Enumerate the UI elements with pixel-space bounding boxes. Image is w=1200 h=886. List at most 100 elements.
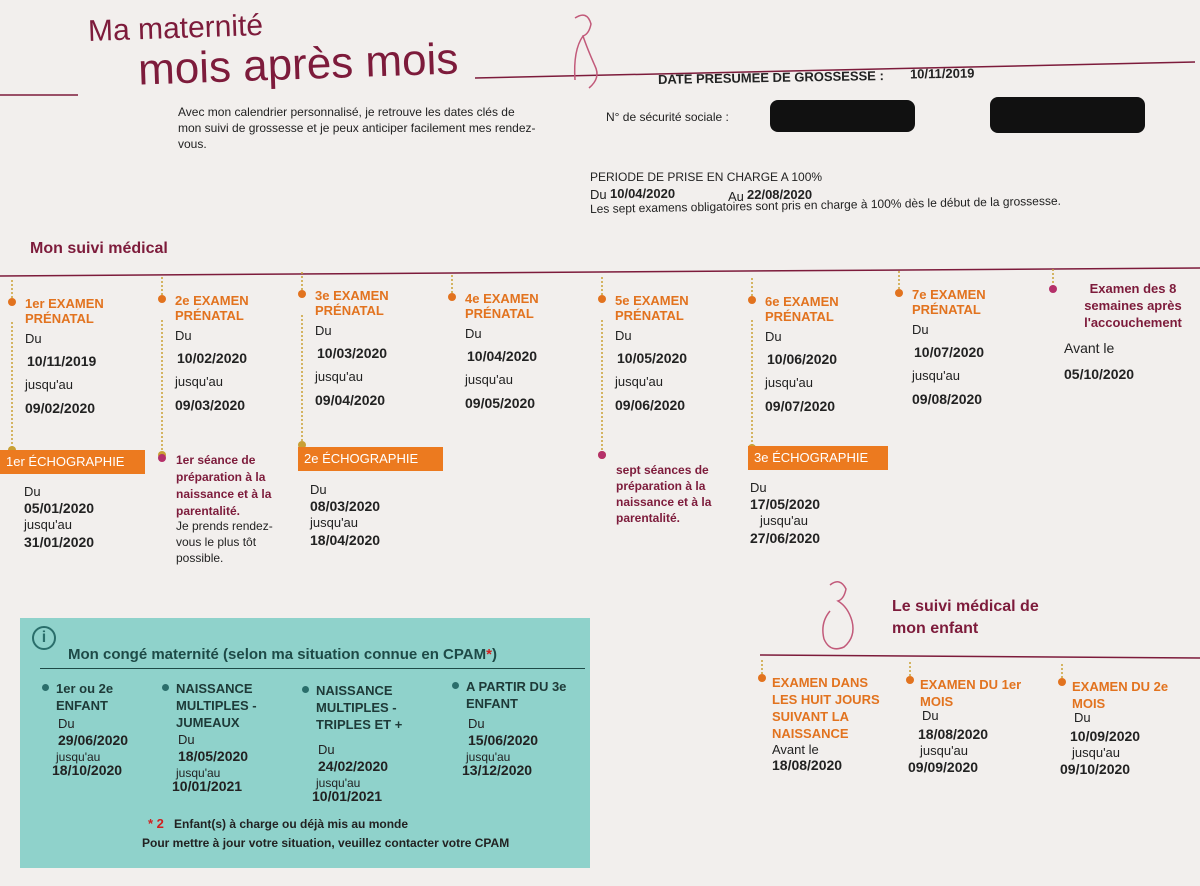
exam-name: 3e EXAMEN PRÉNATAL <box>315 288 389 318</box>
to-date: 09/08/2020 <box>912 391 983 407</box>
to-label: jusqu'au <box>316 776 361 790</box>
due-date: 10/11/2019 <box>909 65 975 82</box>
to-date: 27/06/2020 <box>750 530 821 546</box>
bullet <box>158 454 166 462</box>
from-label: Du <box>765 329 782 344</box>
coverage-to-label: Au <box>728 189 744 204</box>
to-label: jusqu'au <box>465 372 514 387</box>
from-date: 18/05/2020 <box>178 748 249 764</box>
exam-name: 5e EXAMEN PRÉNATAL <box>615 293 689 323</box>
footnote-mark: * 2 <box>148 816 164 831</box>
bullet <box>598 451 606 459</box>
leave-item-name: 1er ou 2e ENFANT <box>56 681 114 713</box>
from-label: Du <box>58 716 75 731</box>
to-date: 09/07/2020 <box>765 398 836 414</box>
bullet <box>452 682 459 689</box>
from-label: Du <box>178 732 195 747</box>
before-date: 18/08/2020 <box>772 757 843 773</box>
to-label: jusqu'au <box>176 766 221 780</box>
to-label: jusqu'au <box>315 369 364 384</box>
to-label: jusqu'au <box>24 517 73 532</box>
from-date: 24/02/2020 <box>318 758 389 774</box>
from-date: 15/06/2020 <box>468 732 539 748</box>
to-label: jusqu'au <box>920 743 969 758</box>
from-label: Du <box>615 328 632 343</box>
from-label: Du <box>318 742 335 757</box>
title-end: ) <box>491 646 497 663</box>
child-exam-name: EXAMEN DU 2e MOIS <box>1072 679 1169 711</box>
preparation-note: Je prends rendez-vous le plus tôt possib… <box>176 519 273 565</box>
to-date: 10/01/2021 <box>172 778 243 794</box>
postnatal-date: 05/10/2020 <box>1064 366 1135 382</box>
exam-name: 1er EXAMEN PRÉNATAL <box>25 296 104 326</box>
to-date: 09/05/2020 <box>465 395 536 411</box>
exam-name: 2e EXAMEN PRÉNATAL <box>175 293 249 323</box>
child-exam-name: EXAMEN DANS LES HUIT JOURS SUIVANT LA NA… <box>772 675 880 741</box>
before-label: Avant le <box>772 742 819 757</box>
from-label: Du <box>315 323 332 338</box>
leave-item-name: NAISSANCE MULTIPLES - JUMEAUX <box>176 681 257 730</box>
from-label: Du <box>922 708 939 723</box>
leave-item-name: A PARTIR DU 3e ENFANT <box>466 679 567 711</box>
from-label: Du <box>25 331 42 346</box>
to-date: 10/01/2021 <box>312 788 383 804</box>
to-label: jusqu'au <box>25 377 74 392</box>
from-date: 10/11/2019 <box>27 353 97 369</box>
intro: Avec mon calendrier personnalisé, je ret… <box>178 105 536 151</box>
to-date: 09/04/2020 <box>315 392 386 408</box>
postnatal-before-label: Avant le <box>1064 340 1115 356</box>
to-label: jusqu'au <box>466 750 511 764</box>
coverage-from: 10/04/2020 <box>610 186 676 201</box>
to-date: 09/06/2020 <box>615 397 686 413</box>
from-label: Du <box>1074 710 1091 725</box>
from-label: Du <box>750 480 767 495</box>
from-label: Du <box>175 328 192 343</box>
echography-badge: 1er ÉCHOGRAPHIE <box>0 450 145 474</box>
from-label: Du <box>24 484 41 499</box>
to-label: jusqu'au <box>1072 745 1121 760</box>
from-label: Du <box>912 322 929 337</box>
to-date: 09/10/2020 <box>1060 761 1131 777</box>
divider <box>40 668 585 669</box>
contact: Pour mettre à jour votre situation, veui… <box>142 836 510 850</box>
bullet <box>448 293 456 301</box>
coverage-title: PERIODE DE PRISE EN CHARGE A 100% <box>590 170 823 184</box>
coverage-from-label: Du <box>590 187 607 202</box>
exam-name: 6e EXAMEN PRÉNATAL <box>765 294 839 324</box>
bullet <box>1058 678 1066 686</box>
from-date: 10/09/2020 <box>1070 728 1141 744</box>
to-date: 09/02/2020 <box>25 400 96 416</box>
to-date: 13/12/2020 <box>462 762 533 778</box>
from-label: Du <box>468 716 485 731</box>
maternity-leave-box: i Mon congé maternité (selon ma situation… <box>20 618 590 868</box>
to-label: jusqu'au <box>56 750 101 764</box>
from-date: 10/03/2020 <box>317 345 388 361</box>
from-label: Du <box>310 482 327 497</box>
from-date: 17/05/2020 <box>750 496 821 512</box>
postnatal-name: Examen des 8 semaines après l'accoucheme… <box>1084 281 1182 330</box>
from-date: 10/04/2020 <box>467 348 538 364</box>
from-date: 10/06/2020 <box>767 351 838 367</box>
to-date: 09/09/2020 <box>908 759 979 775</box>
bullet <box>162 684 169 691</box>
to-date: 09/03/2020 <box>175 397 246 413</box>
medical-title: Mon suivi médical <box>30 240 168 257</box>
leave-item-name: NAISSANCE MULTIPLES - TRIPLES ET + <box>316 683 403 732</box>
to-label: jusqu'au <box>912 368 961 383</box>
to-label: jusqu'au <box>765 375 814 390</box>
bullet <box>906 676 914 684</box>
bullet <box>895 289 903 297</box>
exam-name: 4e EXAMEN PRÉNATAL <box>465 291 539 321</box>
ss-label: N° de sécurité sociale : <box>606 110 729 124</box>
from-date: 18/08/2020 <box>918 726 989 742</box>
to-date: 18/04/2020 <box>310 532 381 548</box>
to-label: jusqu'au <box>615 374 664 389</box>
footnote: Enfant(s) à charge ou déjà mis au monde <box>174 817 409 831</box>
bullet <box>302 686 309 693</box>
bullet <box>158 295 166 303</box>
bullet <box>748 296 756 304</box>
bullet <box>1049 285 1057 293</box>
from-date: 10/02/2020 <box>177 350 248 366</box>
asterisk: * <box>486 646 492 663</box>
